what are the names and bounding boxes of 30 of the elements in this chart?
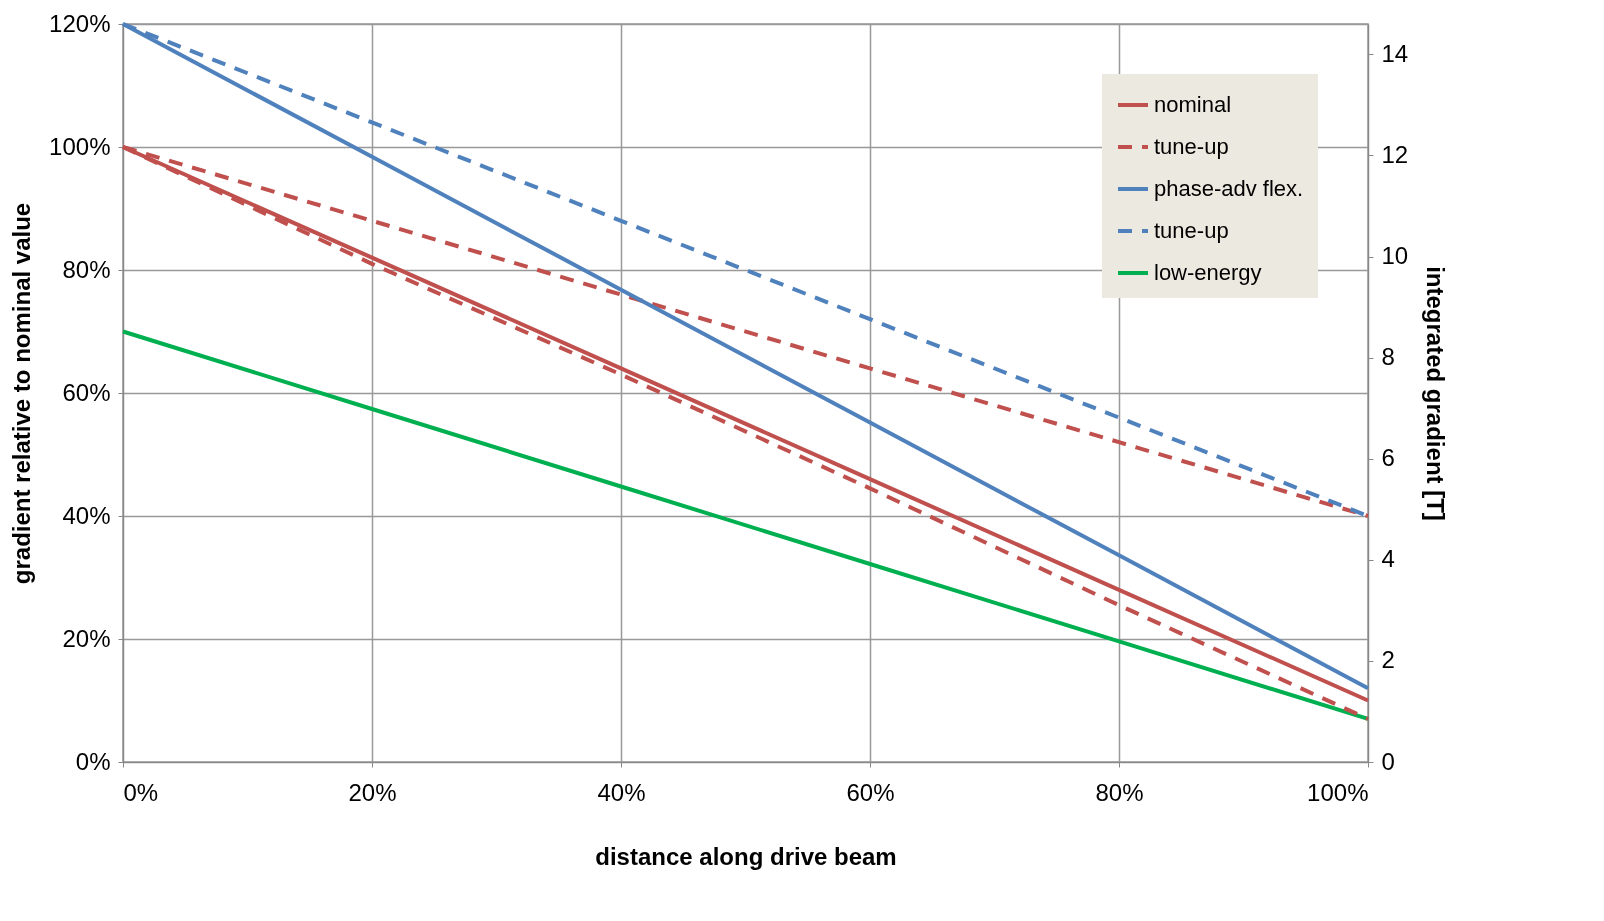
y2-tick-label: 8 [1381, 343, 1395, 371]
x-tick-label: 40% [597, 778, 646, 806]
y2-tick-label: 14 [1381, 39, 1409, 67]
x-tick-label: 60% [846, 778, 895, 806]
x-axis-title: distance along drive beam [595, 842, 897, 870]
y-tick-label: 40% [62, 501, 111, 529]
legend-label: phase-adv flex. [1154, 176, 1304, 201]
x-tick-label: 0% [123, 778, 159, 806]
y2-axis-title: integrated gradient [T] [1422, 266, 1450, 521]
y-tick-label: 20% [62, 624, 111, 652]
y2-tick-label: 0 [1381, 747, 1395, 775]
legend-label: tune-up [1154, 218, 1229, 243]
y2-tick-label: 4 [1381, 545, 1395, 573]
legend-label: nominal [1154, 92, 1232, 117]
x-tick-label: 20% [348, 778, 397, 806]
y-tick-label: 120% [49, 9, 111, 37]
x-tick-label: 80% [1095, 778, 1144, 806]
y2-tick-label: 6 [1381, 444, 1395, 472]
legend-label: low-energy [1154, 260, 1262, 285]
y2-tick-label: 12 [1381, 140, 1409, 168]
y-tick-label: 60% [62, 378, 111, 406]
y2-tick-label: 2 [1381, 646, 1395, 674]
legend-label: tune-up [1154, 134, 1229, 159]
y-tick-label: 0% [75, 747, 111, 775]
y-axis-title: gradient relative to nominal value [8, 202, 36, 585]
y-tick-label: 80% [62, 255, 111, 283]
x-tick-label: 100% [1307, 778, 1369, 806]
y-tick-label: 100% [49, 132, 111, 160]
y2-tick-label: 10 [1381, 242, 1409, 270]
line-series [121, 329, 1370, 721]
